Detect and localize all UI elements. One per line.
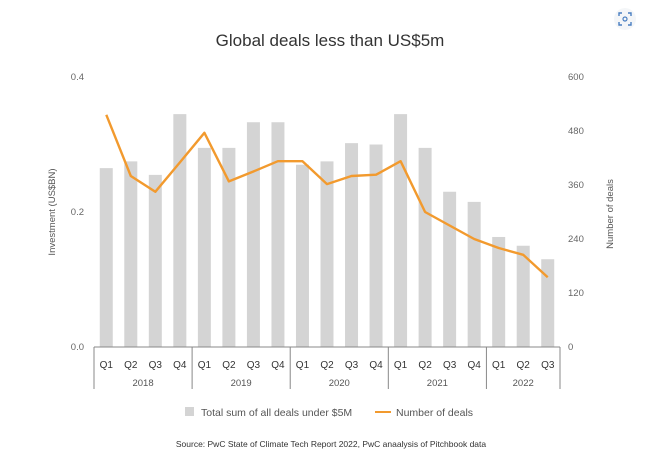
y-axis-left-ticks: 0.0 0.2 0.4 — [71, 72, 84, 353]
legend-line-label: Number of deals — [396, 407, 473, 419]
x-tick-label: Q3 — [149, 360, 163, 371]
axes — [93, 346, 561, 389]
y-axis-right-ticks: 0 120 240 360 480 600 — [568, 72, 584, 353]
bar-series — [99, 114, 555, 347]
y-right-tick-label: 600 — [568, 72, 584, 83]
x-tick-label: Q3 — [345, 360, 359, 371]
x-tick-label: Q3 — [541, 360, 555, 371]
x-tick-label: Q2 — [418, 360, 432, 371]
expand-button[interactable] — [614, 8, 636, 30]
bar — [492, 236, 506, 347]
line-series — [105, 114, 549, 279]
bar — [99, 168, 113, 347]
legend-bar-label: Total sum of all deals under $5M — [201, 407, 352, 419]
chart-title: Global deals less than US$5m — [216, 31, 445, 50]
expand-icon — [618, 12, 632, 26]
x-axis-year-labels: 2018 2019 2020 2021 2022 — [132, 378, 533, 389]
x-tick-label: Q4 — [173, 360, 187, 371]
x-tick-label: Q2 — [222, 360, 236, 371]
x-tick-label: Q1 — [492, 360, 506, 371]
y-left-tick-label: 0.4 — [71, 72, 84, 83]
x-tick-label: Q4 — [467, 360, 481, 371]
x-tick-label: Q2 — [517, 360, 531, 371]
y-left-tick-label: 0.0 — [71, 342, 84, 353]
x-year-label: 2021 — [427, 378, 448, 389]
y-right-tick-label: 240 — [568, 234, 584, 245]
bar — [345, 143, 359, 347]
x-tick-label: Q1 — [394, 360, 408, 371]
y-right-tick-label: 480 — [568, 126, 584, 137]
x-tick-label: Q1 — [198, 360, 212, 371]
legend: Total sum of all deals under $5M Number … — [185, 407, 473, 419]
bar — [197, 147, 211, 347]
bar — [271, 122, 285, 347]
bar — [173, 114, 187, 347]
bar — [541, 259, 555, 347]
bar — [246, 122, 260, 347]
x-year-label: 2018 — [132, 378, 153, 389]
bar — [124, 161, 138, 347]
x-year-label: 2019 — [231, 378, 252, 389]
y-axis-right-label: Number of deals — [605, 179, 616, 249]
x-tick-label: Q1 — [100, 360, 114, 371]
source-note: Source: PwC State of Climate Tech Report… — [176, 439, 487, 449]
bar — [394, 114, 408, 347]
legend-bar-swatch — [185, 407, 194, 416]
x-tick-label: Q2 — [320, 360, 334, 371]
x-tick-label: Q4 — [369, 360, 383, 371]
x-tick-label: Q3 — [443, 360, 457, 371]
bar — [443, 191, 457, 347]
x-axis-quarter-ticks: Q1 Q2 Q3 Q4 Q1 Q2 Q3 Q4 Q1 Q2 Q3 Q4 Q1 Q2 Q3 Q4 Q1 Q2 Q3 — [100, 360, 555, 371]
y-left-tick-label: 0.2 — [71, 207, 84, 218]
bar — [467, 201, 481, 347]
x-tick-label: Q4 — [271, 360, 285, 371]
y-right-tick-label: 0 — [568, 342, 573, 353]
y-right-tick-label: 120 — [568, 288, 584, 299]
bar — [369, 144, 383, 347]
bar — [516, 245, 530, 347]
x-tick-label: Q1 — [296, 360, 310, 371]
bar — [418, 147, 432, 347]
x-year-label: 2020 — [329, 378, 350, 389]
bar — [295, 164, 309, 347]
bar — [320, 161, 334, 347]
bar — [148, 174, 162, 347]
y-right-tick-label: 360 — [568, 180, 584, 191]
x-tick-label: Q2 — [124, 360, 138, 371]
x-tick-label: Q3 — [247, 360, 261, 371]
y-axis-left-label: Investment (US$BN) — [47, 168, 58, 255]
x-year-label: 2022 — [513, 378, 534, 389]
bar — [222, 147, 236, 347]
